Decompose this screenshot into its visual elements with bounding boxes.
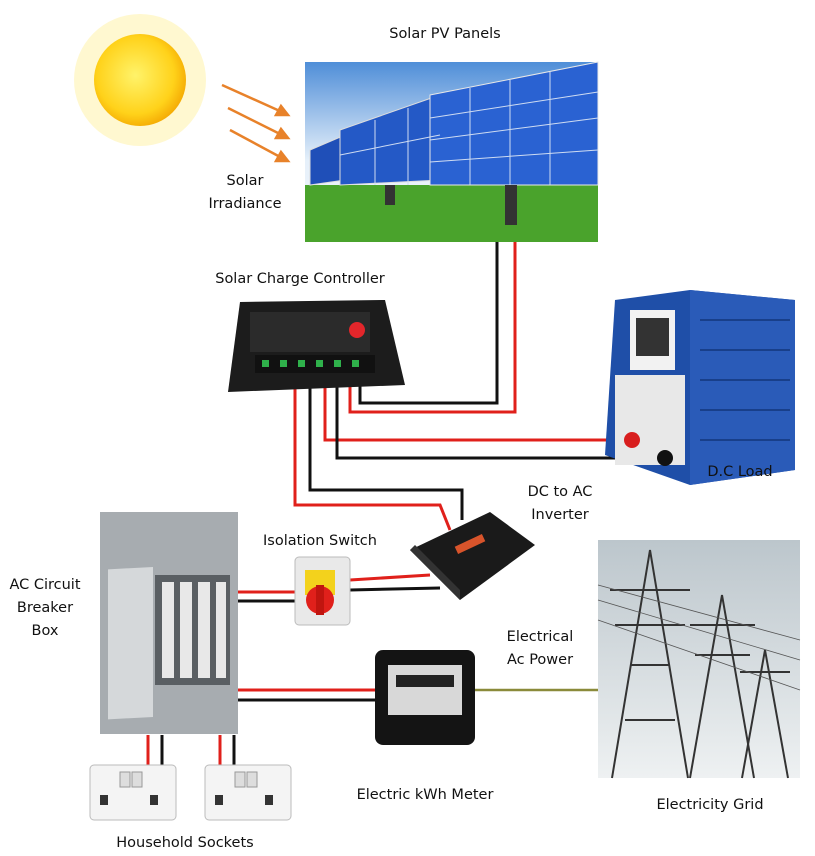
breaker-label: AC Circuit [9, 577, 80, 593]
controller-label: Solar Charge Controller [215, 271, 385, 287]
pv-panels [305, 62, 598, 242]
irradiance-arrows [222, 85, 288, 161]
irradiance-label: Irradiance [208, 196, 281, 212]
inverter-label: DC to AC [528, 484, 593, 500]
dc-load [605, 290, 795, 485]
grid-label: Electricity Grid [656, 797, 763, 813]
irradiance-label: Solar [227, 173, 264, 189]
breaker-label: Box [32, 623, 59, 639]
household-sockets [90, 765, 291, 820]
meter-label: Electric kWh Meter [357, 787, 494, 803]
switch-label: Isolation Switch [263, 533, 377, 549]
kwh-meter [375, 650, 475, 745]
diagram: Solar Irradiance Solar PV Panels Solar C… [0, 0, 815, 852]
breaker-label: Breaker [17, 600, 73, 616]
charge-controller [228, 300, 405, 392]
dc-load-label: D.C Load [707, 464, 772, 480]
ac-power-label: Electrical [507, 629, 574, 645]
inverter-label: Inverter [531, 507, 589, 523]
breaker-box [100, 512, 238, 734]
panels-label: Solar PV Panels [389, 26, 501, 42]
sun [74, 14, 206, 146]
sockets-label: Household Sockets [116, 835, 253, 851]
ac-power-label: Ac Power [507, 652, 573, 668]
electricity-grid [598, 540, 800, 778]
isolation-switch [295, 557, 350, 625]
